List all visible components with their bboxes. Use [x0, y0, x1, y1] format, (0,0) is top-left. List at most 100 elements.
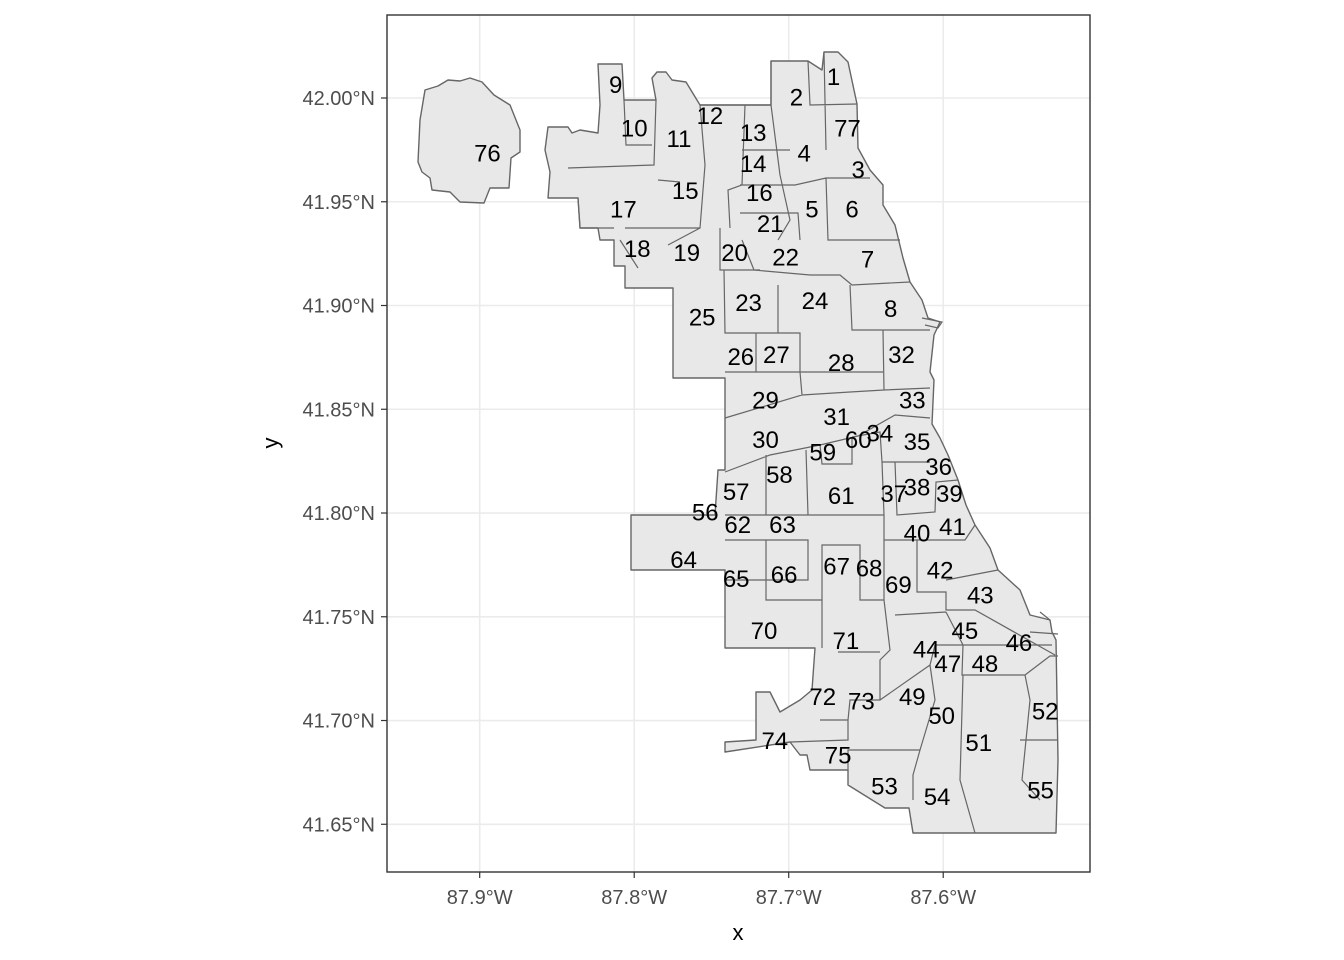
area-label-68: 68 [856, 556, 883, 583]
area-label-14: 14 [740, 151, 767, 178]
y-axis: 42.00°N 41.95°N 41.90°N 41.85°N 41.80°N 41.75… [303, 88, 387, 836]
x-tick-label: 87.7°W [756, 887, 822, 909]
area-label-39: 39 [936, 481, 963, 508]
x-tick-label: 87.8°W [601, 887, 667, 909]
area-label-70: 70 [751, 618, 778, 645]
area-label-55: 55 [1027, 778, 1054, 805]
area-label-40: 40 [904, 520, 931, 547]
area-label-41: 41 [939, 514, 966, 541]
area-label-18: 18 [624, 236, 651, 263]
area-label-72: 72 [809, 684, 836, 711]
area-label-34: 34 [867, 421, 894, 448]
y-tick-label: 41.85°N [303, 399, 376, 421]
area-label-21: 21 [757, 211, 784, 238]
area-label-10: 10 [621, 116, 648, 143]
area-label-5: 5 [805, 197, 818, 224]
area-label-57: 57 [723, 479, 750, 506]
area-label-63: 63 [769, 512, 796, 539]
area-label-74: 74 [761, 728, 788, 755]
area-label-27: 27 [763, 342, 790, 369]
y-tick-label: 41.65°N [303, 814, 376, 836]
area-label-12: 12 [697, 103, 724, 130]
area-label-11: 11 [667, 126, 692, 153]
area-label-50: 50 [928, 703, 955, 730]
area-label-3: 3 [852, 157, 865, 184]
area-label-28: 28 [828, 350, 855, 377]
area-label-67: 67 [823, 553, 850, 580]
area-label-43: 43 [967, 583, 994, 610]
area-label-69: 69 [885, 572, 912, 599]
area-label-60: 60 [845, 427, 872, 454]
area-label-1: 1 [827, 64, 840, 91]
internal-boundaries [567, 51, 1058, 834]
area-label-8: 8 [884, 296, 897, 323]
city-body [544, 51, 1059, 834]
area-label-71: 71 [833, 628, 860, 655]
x-axis-title: x [733, 920, 744, 945]
area-label-48: 48 [972, 651, 999, 678]
area-label-7: 7 [861, 246, 874, 273]
area-label-75: 75 [825, 742, 852, 769]
area-label-30: 30 [752, 427, 779, 454]
area-label-20: 20 [721, 240, 748, 267]
area-label-53: 53 [871, 773, 898, 800]
area-label-59: 59 [809, 439, 836, 466]
area-label-77: 77 [834, 116, 861, 143]
y-tick-label: 41.95°N [303, 192, 376, 214]
city-outline [417, 51, 1059, 834]
area-label-37: 37 [880, 481, 907, 508]
area-label-33: 33 [899, 387, 926, 414]
area-label-51: 51 [965, 730, 992, 757]
area-label-58: 58 [766, 462, 793, 489]
area-label-42: 42 [927, 558, 954, 585]
area-label-2: 2 [790, 85, 803, 112]
y-tick-label: 41.70°N [303, 711, 376, 733]
area-label-15: 15 [672, 178, 699, 205]
x-axis: 87.9°W 87.8°W 87.7°W 87.6°W [447, 872, 976, 909]
area-label-31: 31 [823, 404, 850, 431]
area-label-36: 36 [925, 454, 952, 481]
ohare-region [417, 77, 521, 204]
area-label-62: 62 [724, 512, 751, 539]
area-label-19: 19 [673, 240, 700, 267]
area-label-25: 25 [689, 304, 716, 331]
area-label-44: 44 [913, 636, 940, 663]
area-label-13: 13 [740, 120, 767, 147]
area-label-32: 32 [888, 342, 915, 369]
y-tick-label: 41.90°N [303, 296, 376, 318]
x-tick-label: 87.9°W [447, 887, 513, 909]
area-label-61: 61 [828, 483, 855, 510]
area-label-66: 66 [771, 562, 798, 589]
area-label-38: 38 [904, 475, 931, 502]
area-label-24: 24 [802, 288, 829, 315]
area-label-17: 17 [610, 197, 637, 224]
area-label-54: 54 [924, 784, 951, 811]
area-label-64: 64 [670, 547, 697, 574]
area-label-65: 65 [723, 566, 750, 593]
area-label-16: 16 [746, 180, 773, 207]
y-tick-label: 41.75°N [303, 607, 376, 629]
area-label-35: 35 [904, 429, 931, 456]
area-label-26: 26 [727, 344, 754, 371]
y-tick-label: 42.00°N [303, 88, 376, 110]
area-label-6: 6 [845, 197, 858, 224]
area-label-46: 46 [1006, 630, 1033, 657]
lakefront-details [921, 317, 1059, 635]
area-label-45: 45 [951, 618, 978, 645]
area-label-23: 23 [735, 290, 762, 317]
plot-border [386, 14, 1091, 873]
area-label-4: 4 [797, 141, 810, 168]
area-label-29: 29 [752, 387, 779, 414]
area-label-56: 56 [692, 500, 719, 527]
x-tick-label: 87.6°W [910, 887, 976, 909]
area-label-73: 73 [848, 688, 875, 715]
area-label-76: 76 [474, 141, 501, 168]
area-label-49: 49 [899, 684, 926, 711]
area-label-22: 22 [772, 244, 799, 271]
area-label-52: 52 [1032, 699, 1059, 726]
y-axis-title: y [258, 438, 283, 449]
area-label-9: 9 [609, 72, 622, 99]
y-tick-label: 41.80°N [303, 503, 376, 525]
